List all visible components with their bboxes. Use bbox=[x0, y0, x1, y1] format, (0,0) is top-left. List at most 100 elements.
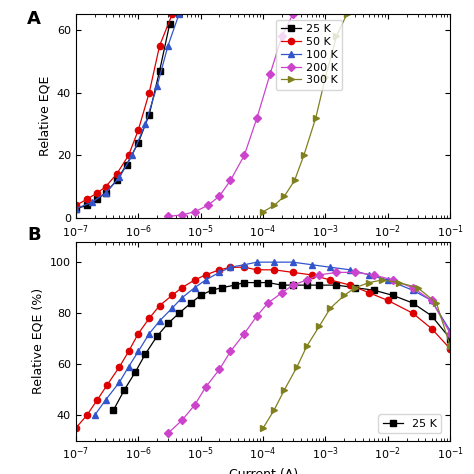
200 K bbox=[179, 212, 185, 218]
25 K bbox=[279, 283, 285, 288]
300 K bbox=[344, 11, 350, 17]
300 K bbox=[328, 305, 333, 311]
25 K bbox=[143, 351, 148, 357]
300 K bbox=[334, 33, 339, 39]
Line: 200 K: 200 K bbox=[165, 11, 296, 219]
50 K bbox=[157, 303, 163, 309]
300 K bbox=[317, 323, 322, 329]
100 K bbox=[366, 272, 372, 278]
200 K bbox=[371, 272, 377, 278]
100 K bbox=[103, 397, 109, 403]
50 K bbox=[157, 43, 163, 48]
100 K bbox=[385, 277, 391, 283]
25 K bbox=[157, 68, 163, 73]
300 K bbox=[366, 280, 372, 285]
50 K bbox=[84, 196, 90, 202]
200 K bbox=[165, 214, 171, 219]
300 K bbox=[323, 74, 328, 80]
50 K bbox=[217, 267, 222, 273]
50 K bbox=[117, 364, 122, 370]
50 K bbox=[94, 190, 100, 196]
100 K bbox=[103, 190, 109, 196]
300 K bbox=[396, 280, 402, 285]
200 K bbox=[304, 277, 310, 283]
200 K bbox=[192, 402, 198, 408]
200 K bbox=[254, 115, 260, 120]
200 K bbox=[179, 418, 185, 423]
100 K bbox=[192, 285, 198, 291]
200 K bbox=[228, 349, 233, 355]
300 K bbox=[415, 285, 420, 291]
200 K bbox=[217, 193, 222, 199]
300 K bbox=[271, 407, 277, 413]
300 K bbox=[271, 203, 277, 209]
25 K bbox=[254, 280, 260, 285]
100 K bbox=[169, 305, 175, 311]
100 K bbox=[447, 328, 453, 334]
100 K bbox=[290, 259, 296, 265]
100 K bbox=[254, 259, 260, 265]
25 K bbox=[188, 300, 194, 306]
200 K bbox=[317, 272, 322, 278]
Line: 100 K: 100 K bbox=[73, 11, 182, 212]
50 K bbox=[254, 267, 260, 273]
50 K bbox=[84, 412, 90, 418]
100 K bbox=[309, 262, 314, 267]
200 K bbox=[334, 270, 339, 275]
200 K bbox=[203, 384, 209, 390]
300 K bbox=[282, 193, 287, 199]
50 K bbox=[347, 283, 353, 288]
25 K bbox=[124, 162, 129, 168]
50 K bbox=[328, 277, 333, 283]
Text: B: B bbox=[27, 226, 41, 244]
Y-axis label: Relative EQE (%): Relative EQE (%) bbox=[31, 288, 45, 394]
25 K bbox=[133, 369, 138, 375]
Text: A: A bbox=[27, 10, 41, 28]
Line: 25 K: 25 K bbox=[110, 280, 454, 413]
50 K bbox=[385, 298, 391, 303]
200 K bbox=[241, 331, 247, 337]
25 K bbox=[290, 283, 296, 288]
25 K bbox=[110, 407, 116, 413]
25 K bbox=[410, 300, 416, 306]
300 K bbox=[313, 115, 319, 120]
Legend: 25 K: 25 K bbox=[378, 414, 441, 433]
50 K bbox=[179, 285, 185, 291]
100 K bbox=[228, 264, 233, 270]
25 K bbox=[390, 292, 396, 298]
300 K bbox=[352, 285, 358, 291]
300 K bbox=[341, 292, 347, 298]
200 K bbox=[241, 153, 247, 158]
25 K bbox=[136, 140, 141, 146]
25 K bbox=[146, 112, 152, 118]
50 K bbox=[146, 90, 152, 95]
50 K bbox=[73, 203, 79, 209]
300 K bbox=[301, 153, 307, 158]
100 K bbox=[157, 318, 163, 324]
100 K bbox=[217, 270, 222, 275]
50 K bbox=[126, 153, 131, 158]
25 K bbox=[165, 320, 171, 326]
100 K bbox=[136, 349, 141, 355]
25 K bbox=[304, 283, 310, 288]
Line: 50 K: 50 K bbox=[73, 11, 175, 209]
Line: 50 K: 50 K bbox=[73, 264, 454, 431]
50 K bbox=[103, 184, 109, 190]
25 K bbox=[219, 285, 225, 291]
25 K bbox=[209, 287, 215, 293]
300 K bbox=[260, 425, 266, 431]
200 K bbox=[254, 313, 260, 319]
200 K bbox=[410, 285, 416, 291]
100 K bbox=[271, 259, 277, 265]
300 K bbox=[260, 209, 266, 215]
25 K bbox=[167, 21, 173, 27]
100 K bbox=[165, 43, 171, 48]
25 K bbox=[121, 387, 127, 392]
200 K bbox=[390, 277, 396, 283]
25 K bbox=[94, 196, 100, 202]
50 K bbox=[73, 425, 79, 431]
50 K bbox=[169, 292, 175, 298]
200 K bbox=[267, 71, 273, 77]
Line: 300 K: 300 K bbox=[260, 11, 350, 215]
100 K bbox=[92, 412, 98, 418]
